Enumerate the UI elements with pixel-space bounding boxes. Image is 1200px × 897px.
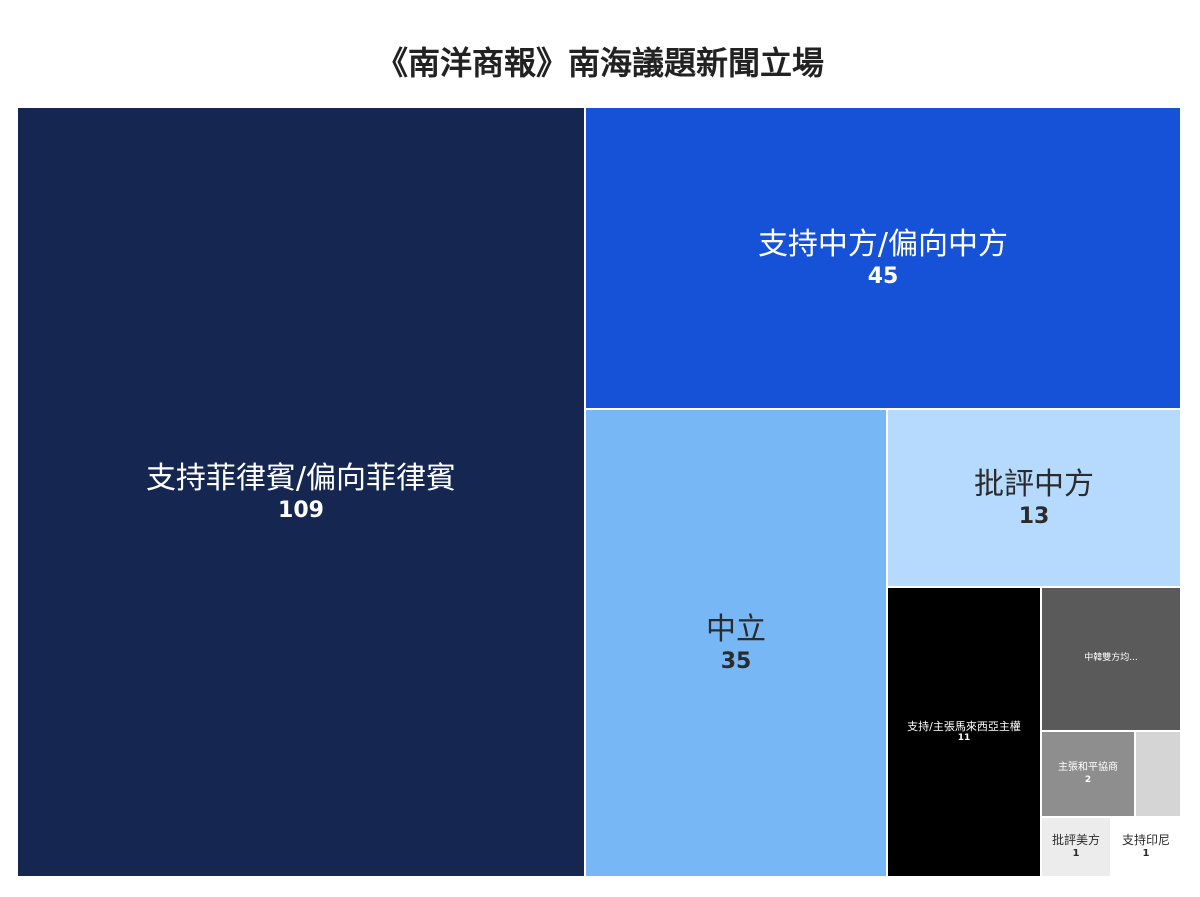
tile-label: 支持菲律賓/偏向菲律賓 bbox=[145, 460, 457, 496]
tile-label: 主張和平協商 bbox=[1058, 762, 1118, 774]
tile-label: 批評美方 bbox=[1051, 833, 1100, 848]
chart-title: 《南洋商報》南海議題新聞立場 bbox=[375, 44, 824, 82]
tile-label: 中立 bbox=[706, 611, 766, 647]
tile-value: 2 bbox=[1084, 774, 1092, 785]
treemap-tile: 支持印尼 1 bbox=[1112, 818, 1182, 878]
treemap-tile: 中立 35 bbox=[586, 410, 888, 878]
tile-value: 13 bbox=[1018, 504, 1050, 529]
treemap-tile: 批評中方 13 bbox=[888, 410, 1182, 588]
treemap-tile: 支持中方/偏向中方 45 bbox=[586, 108, 1182, 410]
treemap-tile: 支持/主張馬來西亞主權 11 bbox=[888, 588, 1042, 878]
tile-value: 11 bbox=[957, 733, 971, 744]
tile-value: 35 bbox=[720, 649, 752, 674]
treemap-tile: 中韓雙方均... bbox=[1042, 588, 1182, 732]
tile-label: 支持印尼 bbox=[1121, 833, 1170, 848]
treemap-tile: 批評美方 1 bbox=[1042, 818, 1112, 878]
tile-value: 1 bbox=[1142, 848, 1150, 860]
tile-value: 45 bbox=[867, 264, 899, 289]
tile-label: 支持/主張馬來西亞主權 bbox=[907, 719, 1021, 733]
treemap-chart: 支持菲律賓/偏向菲律賓 109 支持中方/偏向中方 45 中立 35 批評中方 13 支持/主張… bbox=[18, 108, 1182, 878]
treemap-tile: 支持菲律賓/偏向菲律賓 109 bbox=[18, 108, 586, 878]
tile-label: 批評中方 bbox=[974, 466, 1094, 502]
tile-value: 109 bbox=[278, 498, 324, 523]
treemap-tile: 主張和平協商 2 bbox=[1042, 732, 1136, 818]
tile-label: 支持中方/偏向中方 bbox=[757, 226, 1009, 262]
tile-value: 1 bbox=[1072, 848, 1080, 860]
treemap-tile bbox=[1136, 732, 1182, 818]
tile-label: 中韓雙方均... bbox=[1084, 653, 1138, 664]
